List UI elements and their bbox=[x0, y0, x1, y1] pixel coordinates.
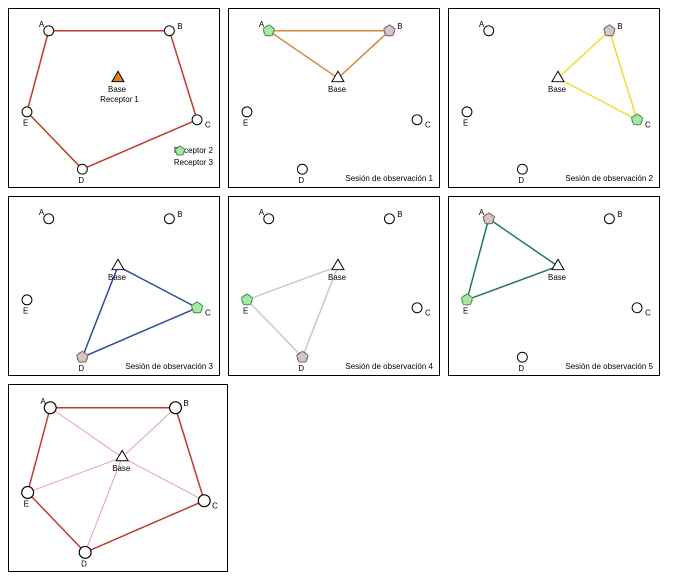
svg-text:D: D bbox=[298, 176, 304, 185]
svg-text:D: D bbox=[81, 559, 87, 568]
svg-text:E: E bbox=[23, 119, 28, 128]
svg-text:B: B bbox=[177, 22, 182, 31]
panel-legend: Receptor 2 Receptor 3 bbox=[174, 145, 213, 169]
svg-text:Base: Base bbox=[548, 273, 567, 282]
svg-text:C: C bbox=[425, 121, 431, 130]
diagram-grid: ABCDEBaseReceptor 1 Receptor 2 Receptor … bbox=[8, 8, 665, 572]
svg-text:E: E bbox=[243, 307, 248, 316]
panel-caption: Sesión de observación 2 bbox=[565, 174, 653, 183]
svg-text:C: C bbox=[205, 309, 211, 318]
svg-text:Base: Base bbox=[328, 273, 347, 282]
svg-text:Base: Base bbox=[328, 85, 347, 94]
row-3: A B C D E Base bbox=[8, 384, 228, 572]
panel-summary: A B C D E Base bbox=[8, 384, 228, 572]
svg-text:E: E bbox=[23, 307, 28, 316]
svg-text:A: A bbox=[259, 208, 265, 217]
panel-s3: A B C D E Base Sesión de observación 3 bbox=[8, 196, 220, 376]
svg-text:D: D bbox=[518, 364, 524, 373]
panel-s4: A B C D E Base Sesión de observación 4 bbox=[228, 196, 440, 376]
panel-overview: A B C D E BaseReceptor 1 Receptor 2 Receptor … bbox=[8, 8, 220, 188]
svg-text:A: A bbox=[479, 208, 485, 217]
svg-text:C: C bbox=[645, 121, 651, 130]
svg-text:E: E bbox=[463, 307, 468, 316]
panel-s5: A B C D E Base Sesión de observación 5 bbox=[448, 196, 660, 376]
svg-text:Base: Base bbox=[112, 464, 131, 473]
svg-text:D: D bbox=[518, 176, 524, 185]
panel-caption: Sesión de observación 1 bbox=[345, 174, 433, 183]
svg-text:B: B bbox=[397, 210, 402, 219]
svg-text:B: B bbox=[183, 399, 188, 408]
svg-text:D: D bbox=[78, 364, 84, 373]
svg-text:C: C bbox=[645, 309, 651, 318]
svg-text:A: A bbox=[40, 397, 46, 406]
panel-s1: A B C D E Base Sesión de observación 1 bbox=[228, 8, 440, 188]
svg-text:A: A bbox=[39, 208, 45, 217]
svg-text:A: A bbox=[39, 20, 45, 29]
svg-text:Base: Base bbox=[108, 85, 127, 94]
svg-text:C: C bbox=[205, 121, 211, 130]
svg-text:C: C bbox=[425, 309, 431, 318]
svg-text:Receptor 1: Receptor 1 bbox=[100, 95, 139, 104]
svg-text:D: D bbox=[298, 364, 304, 373]
svg-text:Base: Base bbox=[108, 273, 127, 282]
svg-text:A: A bbox=[479, 20, 485, 29]
svg-text:B: B bbox=[617, 22, 622, 31]
svg-text:C: C bbox=[212, 502, 218, 511]
legend-row: Receptor 3 bbox=[174, 157, 213, 169]
svg-text:B: B bbox=[617, 210, 622, 219]
row-2: A B C D E Base Sesión de observación 3 A B C D E Bas… bbox=[8, 196, 660, 376]
panel-caption: Sesión de observación 4 bbox=[345, 362, 433, 371]
panel-caption: Sesión de observación 3 bbox=[125, 362, 213, 371]
svg-text:E: E bbox=[463, 119, 468, 128]
svg-text:B: B bbox=[397, 22, 402, 31]
row-1: ABCDEBaseReceptor 1 Receptor 2 Receptor … bbox=[8, 8, 660, 188]
svg-text:A: A bbox=[259, 20, 265, 29]
svg-text:D: D bbox=[78, 176, 84, 185]
svg-text:B: B bbox=[177, 210, 182, 219]
svg-text:E: E bbox=[24, 499, 29, 508]
svg-text:Base: Base bbox=[548, 85, 567, 94]
panel-s2: A B C D E Base Sesión de observación 2 bbox=[448, 8, 660, 188]
svg-text:E: E bbox=[243, 119, 248, 128]
panel-caption: Sesión de observación 5 bbox=[565, 362, 653, 371]
